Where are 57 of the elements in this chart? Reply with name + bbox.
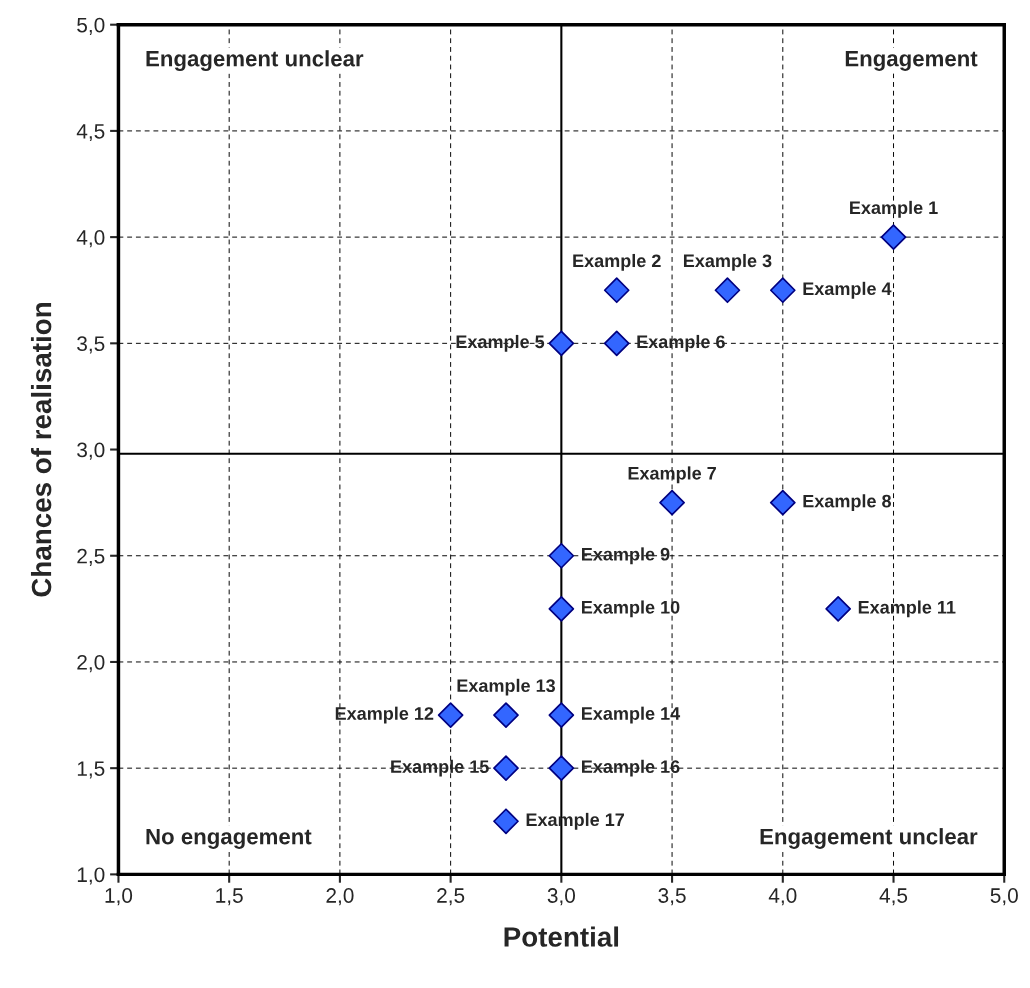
annotation: Example 3	[683, 253, 772, 271]
x-tick-label: 3,5	[658, 888, 686, 906]
annotation: Example 6	[637, 334, 725, 352]
point	[603, 277, 630, 304]
x-tick-label: 4,5	[879, 888, 908, 906]
annotation: Engagement unclear	[760, 828, 978, 849]
y-tick-label: 5,0	[77, 17, 105, 35]
annotation: Example 16	[582, 759, 680, 777]
x-tick-label: 2,5	[437, 888, 465, 906]
annotation: Example 8	[803, 494, 892, 512]
point	[548, 755, 575, 782]
x-axis-title: Potential	[504, 926, 619, 947]
point	[714, 277, 741, 304]
annotation: Engagement unclear	[146, 50, 364, 71]
annotation: Example 15	[391, 759, 489, 777]
point	[493, 702, 519, 728]
annotation: Example 14	[582, 706, 681, 724]
annotation: Example 1	[850, 200, 938, 218]
annotation: Example 9	[582, 547, 670, 565]
point	[659, 489, 685, 516]
y-tick-label: 2,0	[77, 654, 105, 673]
y-tick-label: 2,5	[77, 548, 105, 566]
point	[825, 595, 852, 622]
annotation: Example 4	[803, 281, 892, 299]
x-tick-label: 3,0	[547, 888, 576, 906]
y-tick-label: 3,0	[77, 442, 105, 460]
annotation: Engagement	[845, 50, 978, 71]
annotation: Example 7	[628, 466, 716, 484]
annotation: Example 13	[457, 678, 556, 696]
y-tick-label: 3,5	[77, 336, 105, 354]
x-tick-label: 4,0	[768, 888, 797, 906]
point	[769, 277, 796, 304]
x-tick-label: 5,0	[990, 888, 1018, 906]
point	[548, 330, 575, 357]
x-tick-label: 2,0	[326, 888, 354, 906]
annotation: Example 5	[456, 334, 545, 352]
point	[880, 224, 907, 250]
x-tick-label: 1,5	[216, 888, 243, 906]
annotation: No engagement	[146, 828, 312, 849]
y-tick-label: 1,5	[77, 761, 105, 779]
point	[493, 755, 519, 782]
point	[437, 702, 464, 728]
point	[548, 595, 575, 622]
annotation: Example 10	[582, 600, 680, 618]
point	[493, 808, 519, 835]
point	[548, 702, 575, 728]
point	[603, 330, 630, 357]
point	[548, 542, 575, 569]
annotation: Example 12	[335, 706, 434, 724]
annotation: Example 2	[573, 253, 661, 271]
y-tick-label: 4,5	[76, 124, 105, 142]
point	[769, 489, 796, 516]
y-tick-label: 1,0	[77, 867, 105, 885]
y-tick-label: 4,0	[76, 230, 105, 248]
y-axis-title: Chances of realisation	[30, 303, 52, 597]
annotation: Example 11	[858, 600, 956, 618]
x-tick-label: 1,0	[105, 888, 133, 906]
